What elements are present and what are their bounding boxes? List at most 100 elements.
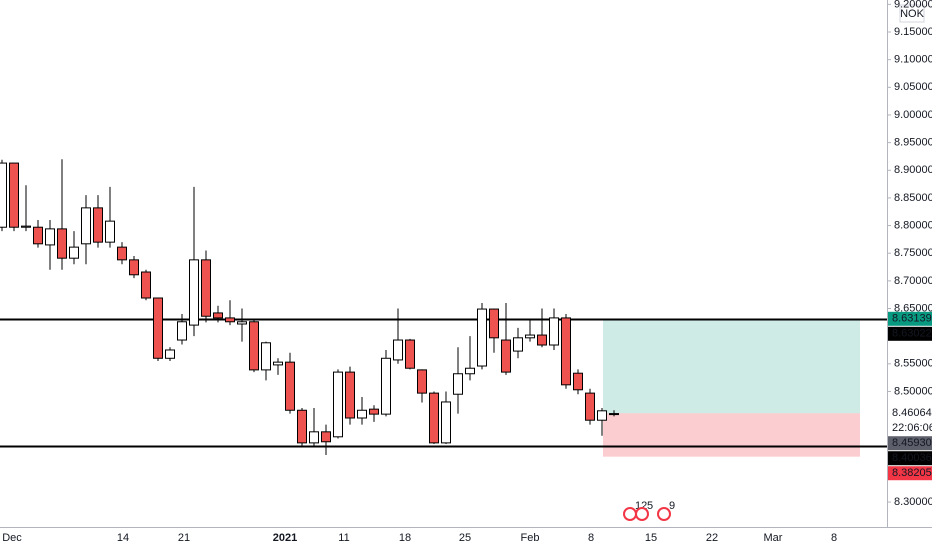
candle-body [69, 246, 79, 259]
candle-body [297, 409, 307, 444]
candle-body [549, 317, 559, 346]
price-label-bg [888, 436, 932, 451]
candle-body [81, 207, 91, 245]
candle-body [501, 339, 511, 373]
candle-body [117, 246, 127, 261]
y-tick-label: 8.75000 [894, 247, 932, 259]
candle-body [249, 321, 259, 371]
price-label-bg [888, 466, 932, 481]
y-tick-label: 8.95000 [894, 137, 932, 149]
event-count: 5 [647, 500, 653, 512]
candle-body [321, 431, 331, 443]
candle-body [381, 357, 391, 415]
candle-body [309, 431, 319, 444]
candle-body [357, 409, 367, 419]
price-label-bg [888, 326, 932, 341]
y-tick-label: 9.15000 [894, 26, 932, 38]
candle-body [261, 342, 271, 371]
x-tick-label: 8 [588, 532, 594, 544]
y-tick-label: 8.85000 [894, 192, 932, 204]
x-tick-label: 18 [399, 532, 411, 544]
y-tick-label: 9.20000 [894, 0, 932, 10]
candle-body [21, 225, 31, 228]
candle-body [525, 334, 535, 339]
currency-box [899, 4, 925, 23]
candle-body [609, 413, 619, 416]
candle-body [489, 308, 499, 339]
event-icon[interactable] [657, 507, 671, 521]
x-tick-label: 11 [338, 532, 349, 544]
y-tick-label: 8.30000 [894, 496, 932, 508]
candle-body [417, 369, 427, 394]
y-tick-label: 8.70000 [894, 275, 932, 287]
candle-body [57, 228, 67, 259]
candle-body [189, 259, 199, 326]
candle-body [153, 297, 163, 359]
y-tick-label: 9.00000 [894, 109, 932, 121]
candle-body [225, 317, 235, 323]
candle-body [33, 226, 43, 245]
candle-body [537, 334, 547, 346]
countdown: 22:06:06 [892, 422, 932, 434]
candle-body [165, 349, 175, 359]
x-tick-label: 22 [706, 532, 718, 544]
currency: NOK [900, 8, 925, 20]
candle-body [213, 312, 223, 319]
candle-body [141, 271, 151, 299]
candle-body [477, 308, 487, 367]
x-tick-label: 8 [831, 532, 837, 544]
x-tick-label: Dec [2, 532, 22, 544]
x-tick-label: 14 [117, 532, 129, 544]
price-label: 8.40036 [892, 452, 932, 464]
candle-body [573, 372, 583, 391]
event-count: 9 [669, 500, 675, 512]
x-tick-label: 25 [459, 532, 471, 544]
candle-body [405, 339, 415, 369]
y-tick-label: 9.05000 [894, 81, 932, 93]
candle-body [285, 361, 295, 411]
candle-body [465, 367, 475, 375]
price-label: 8.63139 [892, 313, 932, 325]
candle-body [273, 361, 283, 366]
candle-body [9, 162, 19, 228]
x-tick-label: Feb [521, 532, 540, 544]
price-label: 8.45930 [892, 437, 932, 449]
candle-body [369, 408, 379, 415]
y-tick-label: 8.55000 [894, 358, 932, 370]
y-tick-label: 8.90000 [894, 164, 932, 176]
candle-body [105, 220, 115, 243]
y-tick-label: 8.50000 [894, 385, 932, 397]
candle-body [585, 392, 595, 421]
candle-body [177, 321, 187, 341]
event-icon[interactable] [635, 507, 649, 521]
target-zone [603, 318, 860, 414]
candle-body [513, 337, 523, 352]
stop-zone [603, 413, 860, 457]
candle-body [393, 339, 403, 361]
candle-body [45, 228, 55, 246]
price-label: 8.38205 [892, 467, 932, 479]
candle-body [429, 392, 439, 444]
candle-body [441, 401, 451, 444]
candle-body [597, 410, 607, 421]
x-tick-label: 2021 [273, 532, 297, 544]
price-label: 8.46064 [892, 407, 932, 419]
price-label: 8.63022 [892, 328, 932, 340]
candle-body [561, 317, 571, 386]
candle-body [93, 207, 103, 243]
y-tick-label: 8.65000 [894, 302, 932, 314]
candle-body [453, 373, 463, 395]
candle-body [345, 371, 355, 419]
x-tick-label: 21 [178, 532, 190, 544]
price-label-bg [888, 311, 932, 326]
y-tick-label: 9.10000 [894, 54, 932, 66]
y-tick-label: 8.80000 [894, 219, 932, 231]
candle-body [333, 371, 343, 438]
candle-body [129, 259, 139, 276]
candle-body [237, 321, 247, 325]
candle-body [201, 259, 211, 317]
candle-body [0, 162, 7, 228]
